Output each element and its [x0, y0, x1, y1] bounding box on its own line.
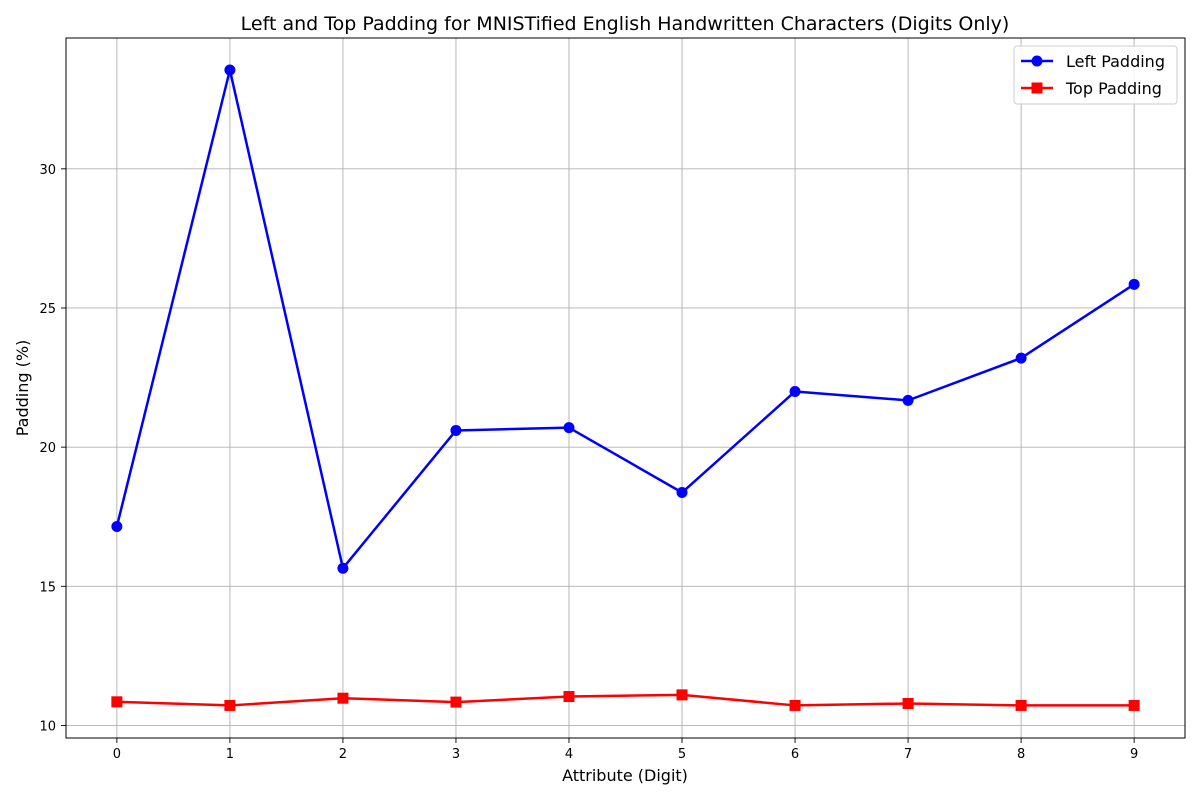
- data-point-left-padding: [789, 385, 801, 397]
- legend-marker-left-padding: [1031, 55, 1043, 67]
- x-tick-label: 7: [904, 747, 912, 762]
- data-point-top-padding: [450, 696, 462, 708]
- y-axis-label: Padding (%): [13, 340, 32, 437]
- data-point-left-padding: [1128, 278, 1140, 290]
- x-tick-label: 0: [113, 747, 121, 762]
- y-tick-label: 20: [39, 441, 56, 456]
- data-point-top-padding: [676, 689, 688, 701]
- axes: 0 1 2 3 4 5 6 7 8 9 10 15 20 25 30: [39, 37, 1186, 762]
- data-point-top-padding: [789, 699, 801, 711]
- data-point-left-padding: [902, 394, 914, 406]
- y-tick-label: 15: [39, 580, 56, 595]
- x-tick-label: 8: [1017, 747, 1025, 762]
- legend-label-top-padding: Top Padding: [1065, 79, 1162, 98]
- legend-label-left-padding: Left Padding: [1066, 52, 1165, 71]
- x-tick-label: 1: [226, 747, 234, 762]
- x-tick-label: 3: [452, 747, 460, 762]
- data-point-top-padding: [1015, 699, 1027, 711]
- data-point-left-padding: [1015, 352, 1027, 364]
- data-point-left-padding: [337, 562, 349, 574]
- data-point-left-padding: [111, 520, 123, 532]
- plot-area-frame: [65, 37, 1186, 739]
- y-tick-label: 10: [39, 719, 56, 734]
- chart-title: Left and Top Padding for MNISTified Engl…: [241, 13, 1010, 35]
- x-tick-label: 4: [565, 747, 573, 762]
- x-tick-label: 2: [339, 747, 347, 762]
- data-point-top-padding: [111, 696, 123, 708]
- x-axis-label: Attribute (Digit): [562, 766, 688, 785]
- data-point-top-padding: [1128, 699, 1140, 711]
- data-point-left-padding: [450, 424, 462, 436]
- data-point-top-padding: [902, 697, 914, 709]
- x-tick-label: 5: [678, 747, 686, 762]
- x-tick-label: 9: [1130, 747, 1138, 762]
- data-point-left-padding: [224, 64, 236, 76]
- data-point-top-padding: [224, 699, 236, 711]
- data-point-left-padding: [563, 422, 575, 434]
- x-tick-label: 6: [791, 747, 799, 762]
- series-line-top-padding: [116, 693, 1135, 707]
- y-tick-label: 30: [39, 163, 56, 178]
- legend: Left Padding Top Padding: [1013, 45, 1178, 105]
- y-tick-label: 25: [39, 302, 56, 317]
- legend-frame: [1013, 45, 1178, 105]
- legend-marker-top-padding: [1031, 82, 1043, 94]
- grid: [66, 38, 1185, 738]
- data-point-top-padding: [337, 692, 349, 704]
- series-line-left-padding: [115, 68, 1135, 570]
- data-point-left-padding: [676, 487, 688, 499]
- series-layer: [111, 64, 1140, 711]
- data-point-top-padding: [563, 691, 575, 703]
